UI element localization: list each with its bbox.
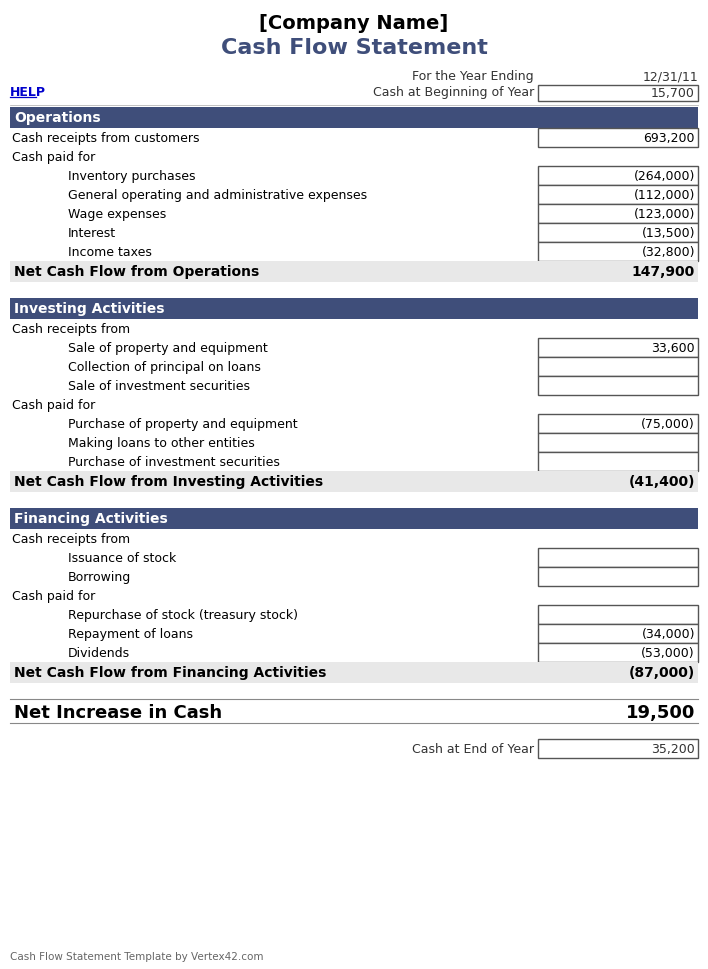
Text: 35,200: 35,200 (651, 742, 695, 755)
Bar (10, 663, 698, 683)
Bar (538, 167, 698, 186)
Text: Net Cash Flow from Financing Activities: Net Cash Flow from Financing Activities (14, 666, 326, 679)
Bar (10, 108, 698, 129)
Text: Issuance of stock: Issuance of stock (68, 551, 176, 564)
Text: Sale of investment securities: Sale of investment securities (68, 380, 250, 392)
Bar (538, 129, 698, 148)
Bar (538, 338, 698, 358)
Text: (75,000): (75,000) (641, 418, 695, 430)
Text: Cash receipts from: Cash receipts from (12, 532, 130, 546)
Text: 147,900: 147,900 (632, 265, 695, 279)
Text: General operating and administrative expenses: General operating and administrative exp… (68, 189, 367, 202)
Text: Repurchase of stock (treasury stock): Repurchase of stock (treasury stock) (68, 609, 298, 621)
Text: (13,500): (13,500) (641, 227, 695, 239)
Bar (538, 415, 698, 433)
Text: (34,000): (34,000) (641, 627, 695, 641)
Bar (10, 262, 698, 283)
Text: Financing Activities: Financing Activities (14, 512, 168, 525)
Bar (538, 568, 698, 586)
Text: 19,500: 19,500 (626, 703, 695, 721)
Text: (112,000): (112,000) (634, 189, 695, 202)
Text: Making loans to other entities: Making loans to other entities (68, 437, 255, 450)
Text: 12/31/11: 12/31/11 (642, 70, 698, 83)
Bar (538, 377, 698, 395)
Text: Cash Flow Statement Template by Vertex42.com: Cash Flow Statement Template by Vertex42… (10, 951, 263, 961)
Text: Purchase of property and equipment: Purchase of property and equipment (68, 418, 297, 430)
Bar (538, 453, 698, 472)
Bar (538, 186, 698, 204)
Text: Collection of principal on loans: Collection of principal on loans (68, 360, 261, 374)
Bar (538, 204, 698, 224)
Bar (538, 433, 698, 453)
Text: (87,000): (87,000) (629, 666, 695, 679)
Text: Cash paid for: Cash paid for (12, 398, 96, 412)
Text: [Company Name]: [Company Name] (259, 14, 449, 33)
Text: (53,000): (53,000) (641, 646, 695, 659)
Text: Interest: Interest (68, 227, 116, 239)
Bar (10, 509, 698, 529)
Bar (10, 298, 698, 320)
Text: 33,600: 33,600 (651, 342, 695, 355)
Text: Purchase of investment securities: Purchase of investment securities (68, 455, 280, 469)
Bar (538, 86, 698, 102)
Text: Inventory purchases: Inventory purchases (68, 170, 195, 183)
Text: Sale of property and equipment: Sale of property and equipment (68, 342, 268, 355)
Text: Cash paid for: Cash paid for (12, 589, 96, 603)
Text: (32,800): (32,800) (641, 246, 695, 259)
Text: Net Cash Flow from Investing Activities: Net Cash Flow from Investing Activities (14, 475, 323, 488)
Text: (41,400): (41,400) (629, 475, 695, 488)
Text: Cash paid for: Cash paid for (12, 151, 96, 164)
Bar (538, 243, 698, 262)
Text: 15,700: 15,700 (651, 87, 695, 100)
Text: Cash at End of Year: Cash at End of Year (412, 742, 534, 755)
Text: Net Cash Flow from Operations: Net Cash Flow from Operations (14, 265, 259, 279)
Bar (538, 739, 698, 758)
Text: 693,200: 693,200 (644, 132, 695, 144)
Text: Borrowing: Borrowing (68, 571, 131, 583)
Text: (123,000): (123,000) (634, 207, 695, 221)
Bar (538, 358, 698, 377)
Bar (538, 548, 698, 568)
Text: Cash at Beginning of Year: Cash at Beginning of Year (372, 86, 534, 99)
Text: Cash receipts from customers: Cash receipts from customers (12, 132, 200, 144)
Text: Net Increase in Cash: Net Increase in Cash (14, 703, 222, 721)
Text: HELP: HELP (10, 86, 46, 99)
Bar (538, 643, 698, 663)
Text: Investing Activities: Investing Activities (14, 301, 164, 316)
Text: Dividends: Dividends (68, 646, 130, 659)
Text: Operations: Operations (14, 110, 101, 125)
Text: Income taxes: Income taxes (68, 246, 152, 259)
Text: Cash receipts from: Cash receipts from (12, 323, 130, 335)
Text: Repayment of loans: Repayment of loans (68, 627, 193, 641)
Text: For the Year Ending: For the Year Ending (412, 70, 534, 83)
Bar (10, 472, 698, 492)
Text: Cash Flow Statement: Cash Flow Statement (221, 38, 487, 58)
Bar (538, 606, 698, 624)
Text: (264,000): (264,000) (634, 170, 695, 183)
Text: Wage expenses: Wage expenses (68, 207, 166, 221)
Bar (538, 624, 698, 643)
Bar (538, 224, 698, 243)
